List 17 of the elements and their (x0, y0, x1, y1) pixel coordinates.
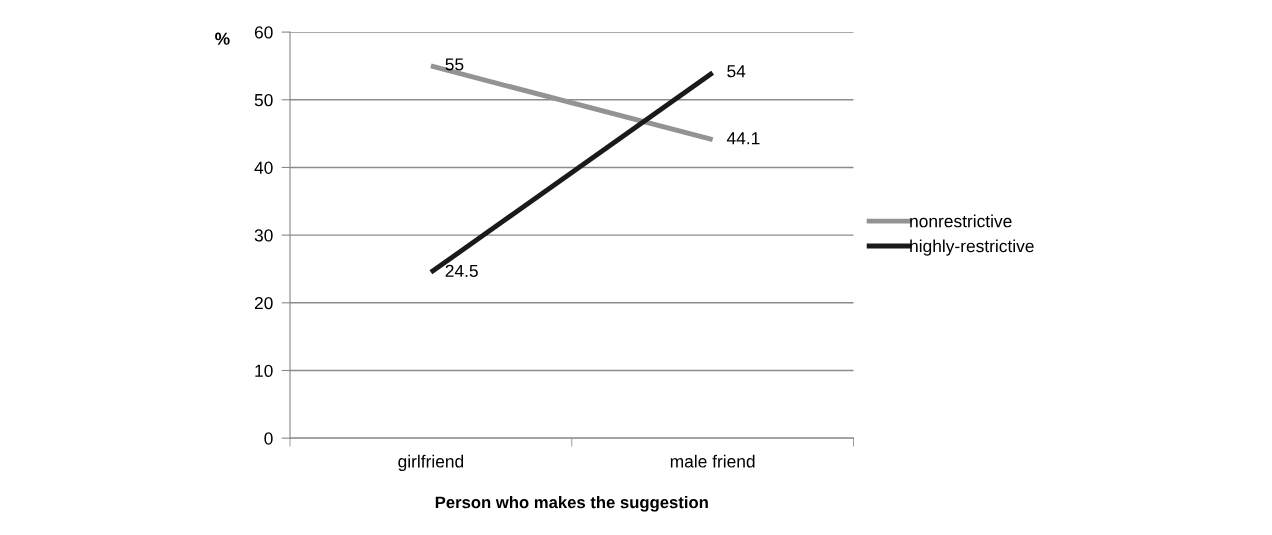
x-tick-label: girlfriend (398, 454, 464, 472)
y-tick-label: 40 (254, 161, 273, 174)
data-label: 54 (727, 65, 746, 78)
y-tick-label: 30 (254, 229, 273, 242)
data-label: 24.5 (445, 264, 478, 278)
y-tick-label: 50 (254, 93, 273, 107)
x-tick-label: male friend (670, 454, 755, 468)
data-label: 44.1 (726, 132, 760, 145)
x-axis-title: Person who makes the suggestion (435, 496, 708, 512)
legend-label: nonrestrictive (910, 214, 1012, 228)
y-axis-title: % (215, 32, 230, 45)
y-tick-label: 60 (254, 26, 273, 39)
data-label: 55 (445, 58, 464, 71)
y-tick-label: 0 (264, 432, 273, 445)
y-tick-label: 20 (254, 296, 273, 310)
y-tick-label: 10 (255, 364, 273, 377)
legend-label: highly-restrictive (910, 239, 1034, 256)
